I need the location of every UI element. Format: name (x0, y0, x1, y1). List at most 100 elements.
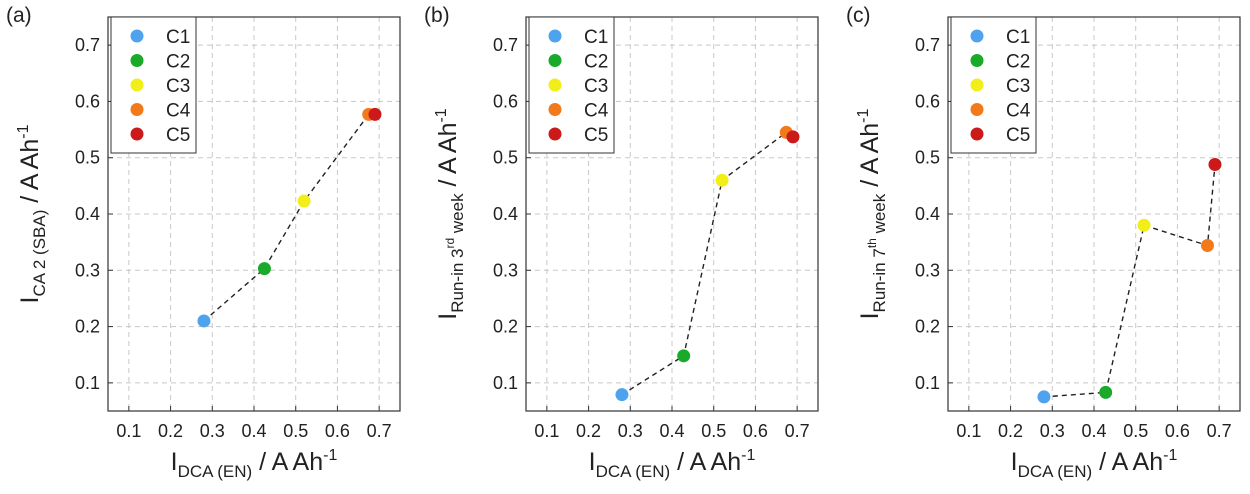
plot-frame (525, 16, 819, 412)
legend-marker-c5 (970, 127, 984, 141)
x-tick-label: 0.6 (325, 421, 350, 441)
x-tick-label: 0.3 (618, 421, 643, 441)
legend-box (110, 16, 197, 154)
legend-label-c1: C1 (1006, 27, 1030, 48)
y-axis-label-sup: -1 (433, 108, 450, 122)
data-point-c3 (1137, 218, 1151, 232)
y-tick-label: 0.4 (915, 204, 940, 224)
y-tick-label: 0.2 (915, 317, 940, 337)
x-tick-label: 0.4 (659, 421, 684, 441)
legend-label-c5: C5 (1006, 125, 1030, 146)
x-tick-label: 0.5 (701, 421, 726, 441)
data-point-c2 (677, 349, 691, 363)
legend-marker-c5 (548, 127, 562, 141)
y-axis-label-main: I (856, 312, 884, 319)
panel-label: (a) (6, 4, 32, 27)
x-axis-label-unit: / A Ah (252, 448, 323, 476)
x-axis-label: IDCA (EN) / A Ah-1 (171, 447, 338, 481)
legend-label-c5: C5 (584, 125, 608, 146)
legend-marker-c1 (130, 29, 144, 43)
chart-b-svg: 0.1 0.2 0.3 0.4 0.5 0.6 0.7 0.1 0.2 0.3 0.4 0.5 0.6 0… (424, 4, 819, 481)
y-tick-label: 0.6 (75, 91, 100, 111)
y-axis-label-sub2: week (448, 193, 467, 238)
x-tick-label: 0.4 (1081, 421, 1106, 441)
y-axis-label: IRun-in 7th week / A Ah-1 (855, 109, 889, 320)
data-point-c1 (197, 314, 211, 328)
chart-a-svg: 0.1 0.2 0.3 0.4 0.5 0.6 0.7 0.1 0.2 0.3 0.4 0.5 0.6 0… (6, 4, 401, 481)
data-point-c2 (257, 262, 271, 276)
y-tick-label: 0.3 (75, 260, 100, 280)
y-tick-label: 0.7 (493, 35, 518, 55)
x-tick-label: 0.3 (200, 421, 225, 441)
y-tick-label: 0.1 (75, 373, 100, 393)
data-point-c5 (786, 130, 800, 144)
legend-label-c2: C2 (1006, 52, 1030, 73)
y-tick-label: 0.2 (493, 317, 518, 337)
x-tick-label: 0.7 (367, 421, 392, 441)
x-tick-label: 0.2 (158, 421, 183, 441)
x-tick-label: 0.1 (116, 421, 141, 441)
x-axis-label-main: I (589, 448, 596, 476)
y-tick-label: 0.6 (915, 91, 940, 111)
legend-marker-c2 (548, 54, 562, 67)
legend-marker-c5 (130, 127, 144, 141)
chart-panel-b: 0.1 0.2 0.3 0.4 0.5 0.6 0.7 0.1 0.2 0.3 0.4 0.5 0.6 0… (418, 0, 828, 489)
y-axis-label-sup: -1 (15, 124, 32, 138)
y-tick-label: 0.1 (915, 373, 940, 393)
x-tick-label: 0.5 (283, 421, 308, 441)
legend-marker-c3 (970, 78, 984, 92)
y-tick-label: 0.2 (75, 317, 100, 337)
legend-label-c3: C3 (166, 76, 190, 97)
chart-c-svg: 0.1 0.2 0.3 0.4 0.5 0.6 0.7 0.1 0.2 0.3 0.4 0.5 0.6 0… (846, 4, 1241, 481)
x-axis-label: IDCA (EN) / A Ah-1 (589, 447, 756, 481)
data-point-c1 (615, 388, 629, 402)
x-tick-label: 0.7 (1207, 421, 1232, 441)
data-point-c5 (1208, 157, 1222, 171)
legend-marker-c4 (130, 103, 144, 116)
y-tick-label: 0.5 (75, 148, 100, 168)
y-tick-label: 0.6 (493, 91, 518, 111)
legend-label-c4: C4 (1006, 101, 1031, 122)
y-tick-label: 0.7 (915, 35, 940, 55)
legend-marker-c4 (970, 103, 984, 116)
x-axis-label-sup: -1 (323, 447, 337, 464)
x-axis-label: IDCA (EN) / A Ah-1 (1011, 447, 1178, 481)
y-tick-label: 0.7 (75, 35, 100, 55)
legend-marker-c4 (548, 103, 562, 116)
y-axis-label-subsup: rd (443, 238, 457, 249)
y-tick-label: 0.3 (493, 260, 518, 280)
x-axis-label-sub: DCA (EN) (1018, 462, 1093, 481)
legend-marker-c2 (970, 54, 984, 67)
y-axis-label-unit: / A Ah (16, 139, 44, 210)
data-point-c1 (1037, 390, 1051, 404)
legend-label-c5: C5 (166, 125, 190, 146)
y-axis-label-sub: CA 2 (SBA) (30, 210, 49, 297)
legend-marker-c1 (970, 29, 984, 43)
legend-marker-c1 (548, 29, 562, 43)
y-tick-label: 0.5 (915, 148, 940, 168)
x-tick-label: 0.2 (998, 421, 1023, 441)
x-axis-label-main: I (1011, 448, 1018, 476)
y-axis-label-sub: Run-in 3 (448, 249, 467, 313)
y-tick-label: 0.4 (75, 204, 100, 224)
y-axis-label-sub2: week (870, 193, 889, 238)
x-tick-label: 0.4 (241, 421, 266, 441)
legend-label-c3: C3 (1006, 76, 1030, 97)
x-tick-label: 0.1 (534, 421, 559, 441)
data-point-c3 (297, 194, 311, 208)
x-axis-label-sub: DCA (EN) (596, 462, 671, 481)
legend-label-c1: C1 (166, 27, 190, 48)
x-axis-label-sup: -1 (741, 447, 755, 464)
x-axis-label-sub: DCA (EN) (178, 462, 253, 481)
x-tick-label: 0.3 (1040, 421, 1065, 441)
y-axis-label-subsup: th (865, 238, 879, 248)
legend-marker-c2 (130, 54, 144, 67)
data-point-c3 (715, 173, 729, 187)
x-axis-label-unit: / A Ah (1092, 448, 1163, 476)
connecting-line (1043, 164, 1216, 398)
y-axis-label-main: I (16, 297, 44, 304)
legend-label-c4: C4 (584, 101, 609, 122)
x-tick-label: 0.7 (785, 421, 810, 441)
x-axis-label-main: I (171, 448, 178, 476)
chart-panel-c: 0.1 0.2 0.3 0.4 0.5 0.6 0.7 0.1 0.2 0.3 0.4 0.5 0.6 0… (840, 0, 1250, 489)
